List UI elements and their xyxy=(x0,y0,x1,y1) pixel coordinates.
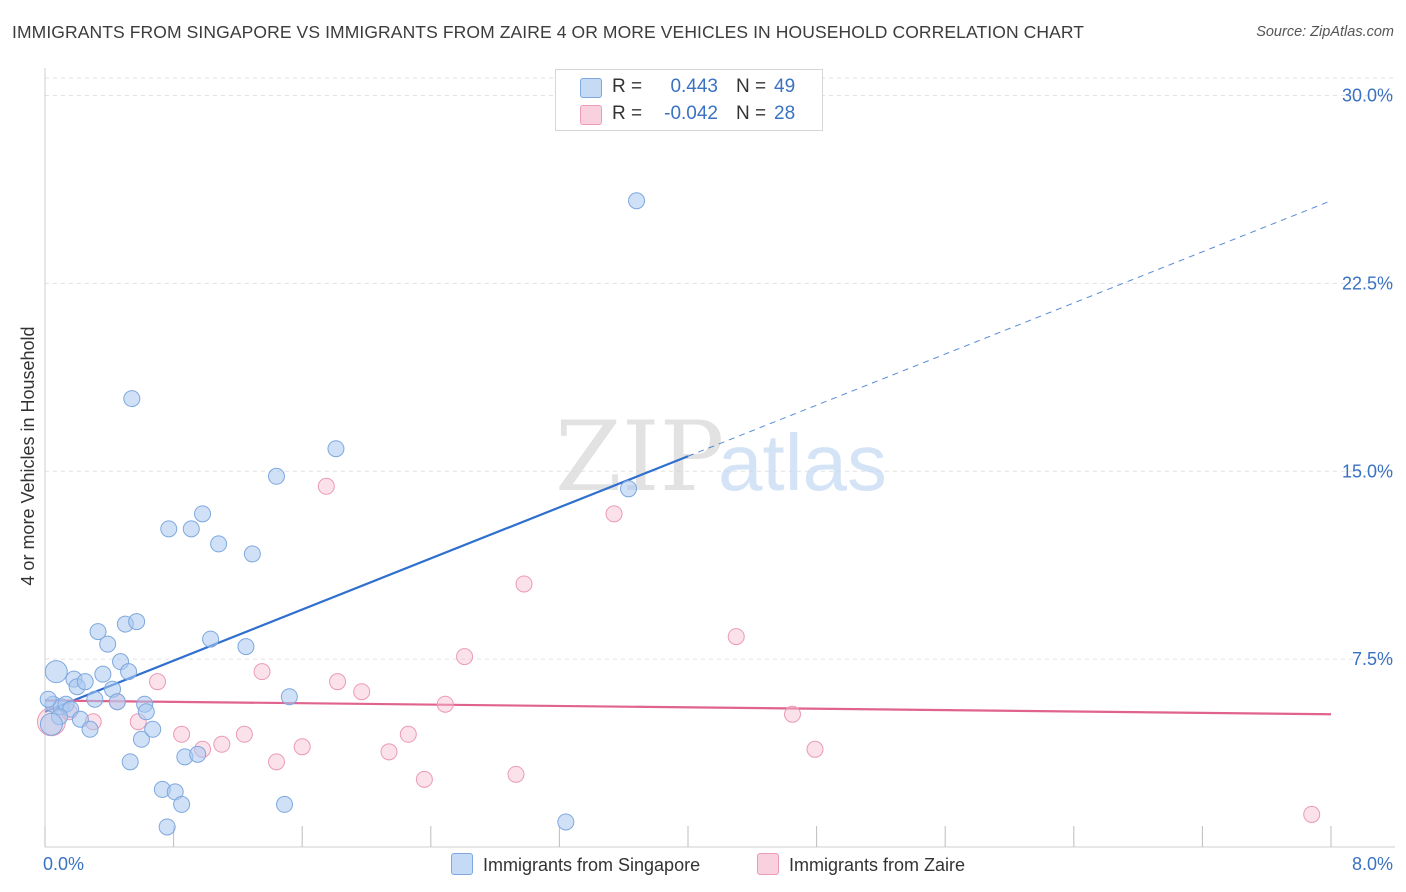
zaire-point xyxy=(507,765,525,783)
singapore-point xyxy=(128,613,146,631)
zaire-point xyxy=(213,735,231,753)
legend-label-zaire: Immigrants from Zaire xyxy=(789,855,966,875)
singapore-trend-extension xyxy=(687,200,1332,457)
legend-item-zaire[interactable]: Immigrants from Zaire xyxy=(757,853,965,876)
singapore-point xyxy=(189,745,207,763)
zaire-point xyxy=(317,477,335,495)
r-value: -0.042 xyxy=(664,103,718,124)
zaire-point xyxy=(235,725,253,743)
zaire-point xyxy=(605,505,623,523)
zaire-point xyxy=(293,738,311,756)
singapore-point xyxy=(121,753,139,771)
zaire-point xyxy=(149,673,167,691)
singapore-legend-swatch xyxy=(451,853,473,875)
n-value: 49 xyxy=(774,76,796,97)
zaire-point xyxy=(399,725,417,743)
singapore-point xyxy=(237,638,255,656)
stats-row-zaire: R = -0.042 N = 28 xyxy=(556,101,822,127)
singapore-point xyxy=(628,192,646,210)
zaire-point xyxy=(436,695,454,713)
r-label: R = xyxy=(612,76,643,97)
singapore-point xyxy=(202,630,220,648)
legend-item-singapore[interactable]: Immigrants from Singapore xyxy=(451,853,700,876)
singapore-point xyxy=(137,703,155,721)
zaire-point xyxy=(380,743,398,761)
singapore-point xyxy=(81,720,99,738)
singapore-point xyxy=(173,795,191,813)
r-value: 0.443 xyxy=(670,76,718,97)
y-tick-label: 15.0% xyxy=(1342,461,1393,481)
singapore-point xyxy=(243,545,261,563)
singapore-point xyxy=(132,730,150,748)
singapore-point xyxy=(158,818,176,836)
x-tick-label: 0.0% xyxy=(43,854,84,874)
singapore-point xyxy=(120,663,138,681)
watermark-zip: ZIP xyxy=(555,401,724,513)
zaire-point xyxy=(353,683,371,701)
source-label: Source: ZipAtlas.com xyxy=(1256,24,1394,40)
zaire-point xyxy=(515,575,533,593)
y-tick-label: 30.0% xyxy=(1342,86,1393,106)
y-tick-label: 7.5% xyxy=(1352,649,1393,669)
y-tick-label: 22.5% xyxy=(1342,273,1393,293)
singapore-point xyxy=(182,520,200,538)
stats-row-singapore: R = 0.443 N = 49 xyxy=(556,74,822,100)
singapore-point xyxy=(557,813,575,831)
zaire-point xyxy=(1303,805,1321,823)
r-label: R = xyxy=(612,103,643,124)
grid-lines xyxy=(45,77,1395,660)
singapore-point xyxy=(210,535,228,553)
zaire-point xyxy=(727,628,745,646)
zaire-point xyxy=(173,725,191,743)
n-label: N = xyxy=(736,76,767,97)
n-value: 28 xyxy=(774,103,796,124)
zaire-swatch xyxy=(580,105,602,125)
singapore-point xyxy=(99,635,117,653)
zaire-point xyxy=(329,673,347,691)
n-label: N = xyxy=(736,103,767,124)
singapore-point xyxy=(86,690,104,708)
singapore-point xyxy=(94,665,112,683)
zaire-point xyxy=(415,770,433,788)
zaire-point xyxy=(267,753,285,771)
singapore-trend-line xyxy=(44,455,689,713)
y-axis-label: 4 or more Vehicles in Household xyxy=(18,326,38,585)
singapore-point xyxy=(194,505,212,523)
singapore-point xyxy=(123,390,141,408)
trend-lines xyxy=(44,200,1332,716)
singapore-swatch xyxy=(580,78,602,98)
singapore-point xyxy=(327,440,345,458)
watermark-atlas: atlas xyxy=(718,418,887,507)
zaire-trend-line xyxy=(44,699,1332,716)
zaire-point xyxy=(456,648,474,666)
singapore-point xyxy=(76,673,94,691)
singapore-point xyxy=(39,712,63,736)
legend-label-singapore: Immigrants from Singapore xyxy=(483,855,701,875)
singapore-point xyxy=(144,720,162,738)
tick-labels: 7.5% 15.0% 22.5% 30.0% 0.0% 8.0% xyxy=(43,86,1393,874)
data-points xyxy=(36,192,1321,836)
singapore-point xyxy=(620,480,638,498)
watermark: ZIP atlas xyxy=(555,401,887,513)
chart-title: IMMIGRANTS FROM SINGAPORE VS IMMIGRANTS … xyxy=(12,22,1085,42)
zaire-point xyxy=(253,663,271,681)
axes xyxy=(44,68,1395,848)
singapore-point xyxy=(160,520,178,538)
x-tick-label: 8.0% xyxy=(1352,854,1393,874)
stats-box: R = 0.443 N = 49 R = -0.042 N = 28 xyxy=(555,69,823,131)
singapore-point xyxy=(89,623,107,641)
singapore-point xyxy=(276,795,294,813)
singapore-point xyxy=(39,690,57,708)
singapore-point xyxy=(267,467,285,485)
zaire-point xyxy=(806,740,824,758)
singapore-point xyxy=(44,660,68,684)
zaire-legend-swatch xyxy=(757,853,779,875)
zaire-point xyxy=(783,705,801,723)
singapore-point xyxy=(108,693,126,711)
singapore-point xyxy=(280,688,298,706)
